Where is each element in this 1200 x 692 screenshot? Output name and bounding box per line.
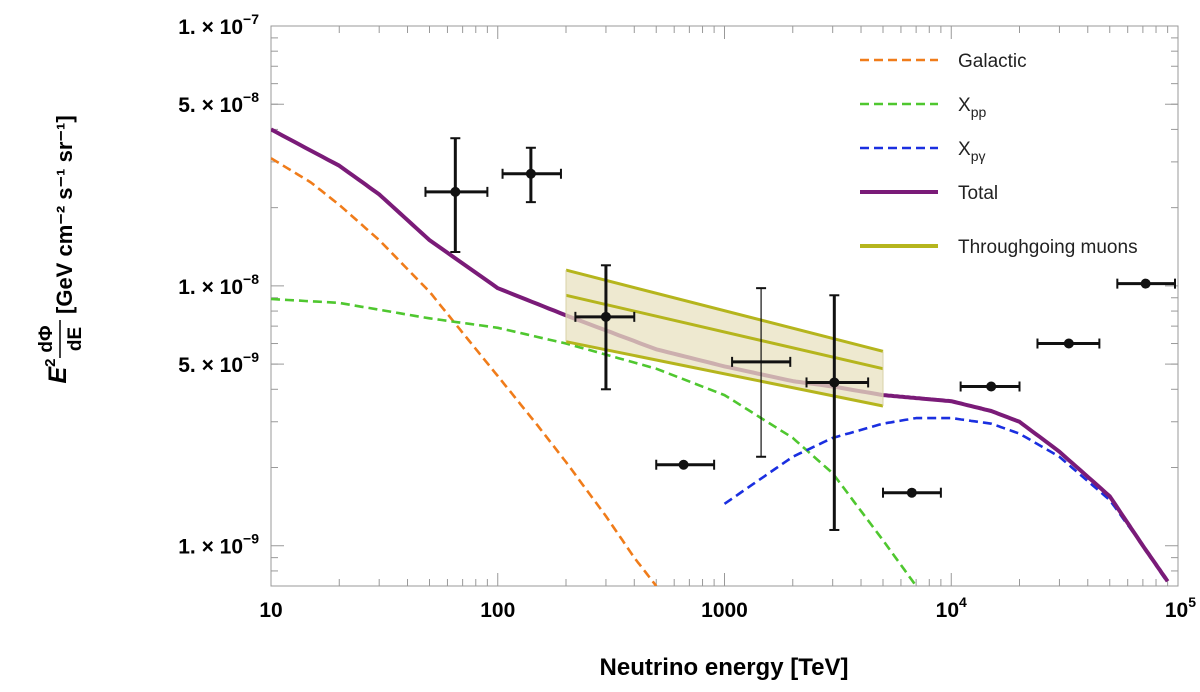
data-point bbox=[424, 137, 489, 254]
y-axis-fraction-denominator: dE bbox=[65, 327, 86, 351]
legend-label: Galactic bbox=[958, 51, 1027, 72]
data-point bbox=[655, 459, 716, 470]
y-axis-ticks: 1. × 10−7 5. × 10−8 1. × 10−8 5. × 10−9 1. ×… bbox=[178, 11, 1178, 559]
data-point bbox=[1036, 338, 1101, 349]
data-point-marker bbox=[906, 487, 917, 498]
series-xpp-line bbox=[271, 297, 918, 586]
data-point-marker bbox=[829, 377, 840, 388]
y-axis-title: E2 dΦ dE [GeV cm⁻² s⁻¹ sr⁻¹] bbox=[36, 115, 86, 383]
data-point bbox=[805, 294, 870, 531]
minor-ticks bbox=[271, 26, 1178, 587]
legend-entry-muons: Throughgoing muons bbox=[860, 237, 1138, 258]
data-point-marker bbox=[986, 381, 997, 392]
data-point-marker bbox=[525, 168, 536, 179]
data-point bbox=[881, 487, 942, 498]
x-tick-label: 100 bbox=[480, 599, 515, 622]
y-tick-label: 5. × 10−8 bbox=[178, 89, 259, 117]
data-point bbox=[1116, 278, 1177, 289]
y-tick-label: 1. × 10−8 bbox=[178, 271, 259, 299]
data-point-marker bbox=[600, 311, 611, 322]
muons-band-upper-line bbox=[565, 268, 884, 353]
x-tick-label: 105 bbox=[1165, 594, 1196, 622]
legend-label: Throughgoing muons bbox=[958, 237, 1138, 258]
series-layer bbox=[271, 127, 1170, 586]
legend-entry-galactic: Galactic bbox=[860, 51, 1027, 72]
muons-band-fill bbox=[566, 270, 883, 406]
y-axis-title-prefix-sup: 2 bbox=[42, 358, 59, 366]
x-tick-label: 104 bbox=[936, 594, 967, 622]
muons-band-central-line bbox=[565, 293, 884, 371]
data-point-marker bbox=[1063, 338, 1074, 349]
y-tick-label: 5. × 10−9 bbox=[178, 349, 259, 377]
data-point-marker bbox=[678, 459, 689, 470]
y-axis-fraction-numerator: dΦ bbox=[36, 325, 57, 353]
legend-entry-xpp: Xpp bbox=[860, 95, 986, 120]
data-points-layer bbox=[424, 137, 1177, 531]
data-point-marker bbox=[1140, 278, 1151, 289]
y-axis-title-units: [GeV cm⁻² s⁻¹ sr⁻¹] bbox=[52, 115, 77, 314]
x-tick-label: 1000 bbox=[701, 599, 748, 622]
legend: Galactic Xpp Xpγ Total Throughgoing muons bbox=[860, 51, 1138, 258]
x-tick-label: 10 bbox=[259, 599, 282, 622]
legend-entry-xpg: Xpγ bbox=[860, 139, 985, 164]
legend-label: Total bbox=[958, 183, 998, 204]
svg-text:E2: E2 bbox=[42, 358, 72, 383]
data-point bbox=[959, 381, 1021, 392]
data-point bbox=[501, 146, 562, 204]
legend-label: Xpγ bbox=[958, 139, 985, 164]
legend-label: Xpp bbox=[958, 95, 986, 120]
muons-band-lower-line bbox=[565, 340, 884, 408]
data-point-marker bbox=[450, 186, 461, 197]
data-point bbox=[731, 287, 792, 458]
series-galactic-line bbox=[271, 157, 658, 586]
legend-entry-total: Total bbox=[860, 183, 998, 204]
plot-frame bbox=[270, 25, 1179, 587]
data-point bbox=[574, 264, 636, 391]
series-xpg-line bbox=[723, 416, 1169, 584]
x-axis-ticks: 10 100 1000 104 105 bbox=[259, 26, 1196, 622]
x-axis-title: Neutrino energy [TeV] bbox=[600, 654, 849, 681]
y-axis-title-prefix: E bbox=[44, 366, 72, 384]
y-tick-label: 1. × 10−7 bbox=[178, 11, 259, 39]
y-tick-label: 1. × 10−9 bbox=[178, 531, 259, 559]
